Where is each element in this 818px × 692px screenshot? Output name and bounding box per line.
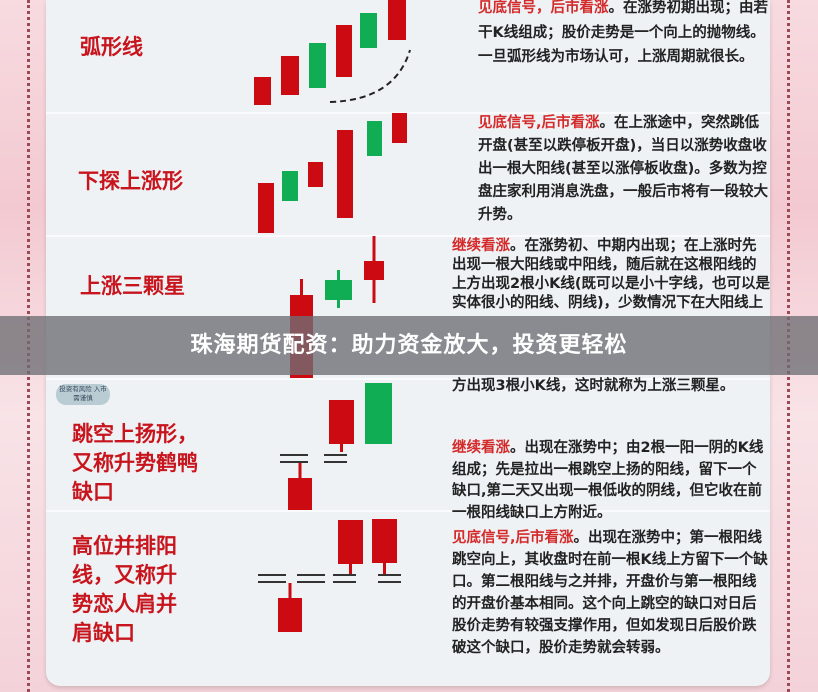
candle-body (337, 130, 353, 218)
pattern-description: 见底信号，后市看涨。在涨势初期出现；由若干K线组成；股价走势是一个向上的抛物线。… (478, 0, 770, 70)
arc-curve (329, 49, 411, 103)
candle-body (372, 519, 397, 563)
candle-body (338, 520, 363, 564)
pattern-row-4 (46, 378, 770, 512)
signal-highlight: 见底信号,后市看涨 (452, 530, 574, 546)
pattern-title: 跳空上扬形，又称升势鹤鸭缺口 (72, 422, 198, 504)
candle-body (329, 400, 354, 444)
candle-body (388, 0, 406, 40)
candle-body (309, 43, 326, 88)
candle-body (364, 261, 384, 280)
candle-body (360, 13, 377, 48)
signal-highlight: 见底信号，后市看涨 (478, 0, 609, 16)
pattern-row-1 (46, 0, 770, 114)
pattern-row-2 (46, 112, 770, 237)
signal-highlight: 继续看涨 (452, 238, 510, 254)
pattern-title: 弧形线 (80, 35, 143, 59)
candle-body (308, 162, 323, 187)
signal-highlight: 继续看涨 (452, 440, 510, 456)
pattern-description: 继续看涨。出现在涨势中；由2根一阳一阴的K线组成；先是拉出一根跳空上扬的阳线，留… (452, 438, 770, 524)
description-text: 。出现在涨势中；第一根阳线跳空向上，其收盘时在前一根K线上方留下一个缺口。第二根… (452, 530, 768, 656)
candle-body (325, 280, 352, 300)
risk-warning-badge: 投资有风险 入市需谨慎 (56, 384, 110, 405)
signal-highlight: 见底信号,后市看涨 (478, 115, 600, 131)
pattern-title: 下探上涨形 (78, 169, 183, 193)
description-text: 。在上涨途中，突然跳低开盘(甚至以跌停板开盘)，当日以涨势收盘收出一根大阳线(甚… (478, 115, 768, 223)
pattern-description: 继续看涨。在涨势初、中期内出现；在上涨时先出现一根大阳线或中阳线，随后就在这根阳… (452, 237, 770, 396)
candle-body (367, 121, 382, 156)
candle-body (281, 56, 299, 95)
candle-body (254, 77, 271, 105)
candle-body (365, 383, 392, 444)
description-text: 。在涨势初期出现；由若干K线组成；股价走势是一个向上的抛物线。一旦弧形线为市场认… (478, 0, 768, 65)
candle-body (336, 25, 352, 77)
pattern-description: 见底信号,后市看涨。在上涨途中，突然跳低开盘(甚至以跌停板开盘)，当日以涨势收盘… (478, 112, 772, 227)
pattern-description: 见底信号,后市看涨。出现在涨势中；第一根阳线跳空向上，其收盘时在前一根K线上方留… (452, 527, 768, 659)
candle-body (282, 171, 298, 201)
overlay-banner: 珠海期货配资：助力资金放大，投资更轻松 (0, 316, 818, 375)
description-text: 。在涨势初、中期内出现；在上涨时先出现一根大阳线或中阳线，随后就在这根阳线的上方… (452, 238, 770, 394)
candle-body (392, 113, 407, 143)
description-text: 。出现在涨势中；由2根一阳一阴的K线组成；先是拉出一根跳空上扬的阳线，留下一个缺… (452, 440, 764, 521)
candle-body (278, 598, 302, 632)
pattern-title: 上涨三颗星 (80, 274, 185, 298)
pattern-row-3 (46, 235, 770, 380)
pattern-title: 高位并排阳线，又称升势恋人肩并肩缺口 (72, 534, 177, 645)
candle-body (288, 478, 312, 510)
candle-body (258, 183, 274, 233)
